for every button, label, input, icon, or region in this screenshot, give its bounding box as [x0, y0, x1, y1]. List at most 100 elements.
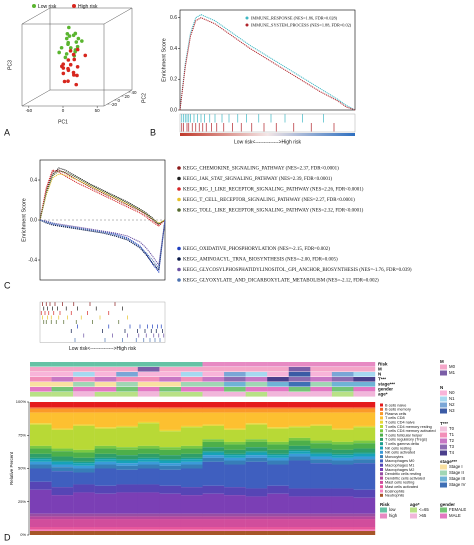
annotation-cell — [224, 367, 246, 372]
cube-edge — [21, 89, 51, 107]
bar-segment — [224, 531, 246, 535]
legend-label: T cells regulatory (Tregs) — [385, 438, 428, 442]
bar-segment — [51, 464, 74, 468]
legend-label: KEGG_CHEMOKINE_SIGNALING_PATHWAY (NES=2.… — [183, 167, 339, 172]
bar-segment — [202, 402, 225, 408]
bar-segment — [245, 447, 268, 452]
legend-swatch — [177, 278, 181, 282]
bar-segment — [202, 407, 225, 409]
annotation-cell — [331, 382, 354, 387]
bar-segment — [94, 513, 117, 517]
y-tick-label: 0% — [20, 532, 26, 537]
bar-segment — [202, 519, 225, 528]
annotation-cell — [30, 392, 52, 397]
bar-segment — [331, 429, 354, 442]
bar-segment — [224, 457, 246, 461]
bar-segment — [180, 407, 203, 409]
bar-segment — [267, 529, 289, 532]
bar-segment — [94, 402, 117, 408]
bar-segment — [73, 531, 95, 535]
annotation-cell — [30, 367, 52, 372]
bar-segment — [245, 412, 268, 424]
y-tick-label: 75% — [18, 432, 26, 437]
legend-label: T cells CD4 memory resting — [385, 425, 432, 429]
annotation-cell — [73, 362, 95, 367]
bar-segment — [159, 412, 182, 430]
annotation-cell — [180, 362, 203, 367]
legend-swatch — [380, 485, 383, 489]
annotation-cell — [94, 362, 117, 367]
y-tick-label: 100% — [16, 399, 27, 404]
bar-segment — [116, 459, 139, 461]
bar-segment — [202, 451, 225, 453]
annotation-cell — [310, 387, 333, 392]
legend-label: Stage II — [449, 470, 464, 475]
bar-segment — [331, 428, 354, 430]
annotation-cell — [73, 367, 95, 372]
bar-segment — [202, 513, 225, 517]
bar-segment — [245, 452, 268, 456]
bar-segment — [180, 453, 203, 458]
bar-segment — [51, 519, 74, 528]
legend-swatch — [380, 476, 383, 480]
bar-segment — [353, 529, 376, 532]
bar-segment — [331, 531, 354, 535]
bar-segment — [94, 427, 117, 429]
bar-segment — [116, 460, 139, 464]
legend-swatch — [440, 513, 447, 519]
bar-segment — [51, 460, 74, 462]
annotation-cell — [267, 387, 289, 392]
bar-segment — [331, 457, 354, 461]
point — [80, 39, 84, 43]
bar-segment — [353, 516, 376, 520]
bar-segment — [159, 519, 182, 528]
bar-segment — [73, 492, 95, 514]
bar-segment — [73, 402, 95, 408]
bar-segment — [137, 531, 160, 535]
point — [75, 44, 80, 49]
bar-segment — [51, 429, 74, 449]
bar-segment — [202, 424, 225, 426]
bar-segment — [353, 527, 376, 530]
bar-segment — [202, 516, 225, 520]
annotation-cell — [310, 367, 333, 372]
bar-segment — [180, 412, 203, 426]
bar-segment — [202, 461, 225, 486]
annotation-cell — [267, 377, 289, 382]
bar-segment — [30, 412, 52, 424]
bar-segment — [159, 429, 182, 432]
y-axis-label: PC2 — [141, 93, 147, 103]
bar-segment — [267, 407, 289, 409]
annotation-cell — [245, 362, 268, 367]
bar-segment — [51, 428, 74, 430]
legend-swatch — [380, 429, 383, 433]
bar-segment — [245, 457, 268, 462]
bar-segment — [137, 421, 160, 424]
bar-segment — [116, 531, 139, 535]
bar-segment — [267, 444, 289, 450]
bar-segment — [310, 529, 333, 532]
z-axis-label: PC3 — [7, 60, 13, 70]
bar-segment — [353, 459, 376, 464]
cube-edge — [103, 89, 133, 107]
bar-segment — [116, 484, 139, 493]
bar-segment — [202, 452, 225, 456]
bar-segment — [51, 495, 74, 514]
bar-segment — [73, 457, 95, 462]
bar-segment — [116, 402, 139, 408]
series-line — [39, 169, 166, 227]
bar-segment — [30, 457, 52, 460]
legend-label: KEGG_GLYOXYLATE_AND_DICARBOXYLATE_METABO… — [183, 279, 379, 284]
bar-segment — [288, 496, 311, 514]
bar-segment — [310, 452, 333, 454]
annotation-cell — [353, 382, 376, 387]
annotation-cell — [51, 362, 74, 367]
bar-segment — [310, 463, 333, 489]
bar-segment — [73, 529, 95, 532]
legend-label: Neutrophils — [385, 494, 404, 498]
bar-segment — [288, 440, 311, 446]
legend-label: N3 — [449, 408, 455, 413]
bar-segment — [94, 457, 117, 460]
bar-segment — [116, 465, 139, 470]
annotation-cell — [353, 362, 376, 367]
